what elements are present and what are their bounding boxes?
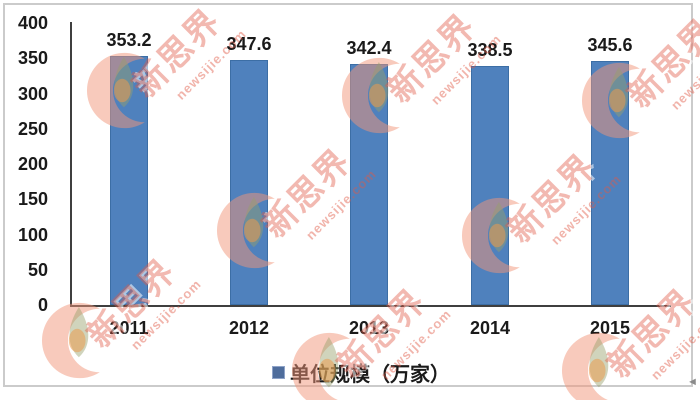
bar-value-label: 347.6 — [226, 33, 272, 54]
x-axis-tick-label: 2014 — [469, 318, 511, 338]
bar — [471, 66, 509, 305]
bar — [110, 55, 148, 305]
x-axis-tick-label: 2011 — [109, 318, 149, 338]
bar — [230, 59, 268, 305]
y-axis-tick-label: 400 — [17, 13, 48, 33]
bar-value-label: 353.2 — [106, 29, 152, 50]
legend: 单位规模（万家） — [0, 358, 700, 387]
scroll-arrow-icon[interactable]: ◄ — [687, 376, 698, 388]
y-axis-tick-label: 50 — [27, 259, 48, 280]
bar-value-label: 342.4 — [346, 37, 392, 58]
legend-label: 单位规模（万家） — [290, 364, 450, 386]
bar — [591, 61, 629, 305]
bar — [350, 63, 388, 305]
bar-value-label: 345.6 — [587, 35, 633, 56]
y-axis-tick-label: 200 — [17, 154, 48, 174]
y-axis-tick-label: 300 — [17, 83, 48, 104]
legend-marker-icon — [272, 366, 285, 379]
y-axis-tick-label: 250 — [17, 118, 48, 139]
x-axis-tick-label: 2015 — [589, 318, 631, 338]
y-axis-tick-label: 100 — [17, 224, 48, 245]
y-axis-tick-label: 0 — [37, 295, 48, 315]
y-axis-tick-label: 350 — [17, 48, 48, 69]
x-axis-tick-label: 2013 — [348, 318, 390, 338]
bar-value-label: 338.5 — [467, 40, 513, 61]
y-axis-tick-label: 150 — [17, 189, 48, 210]
x-axis-line — [70, 305, 671, 307]
x-axis-tick-label: 2012 — [228, 318, 270, 338]
y-axis-line — [70, 22, 72, 307]
